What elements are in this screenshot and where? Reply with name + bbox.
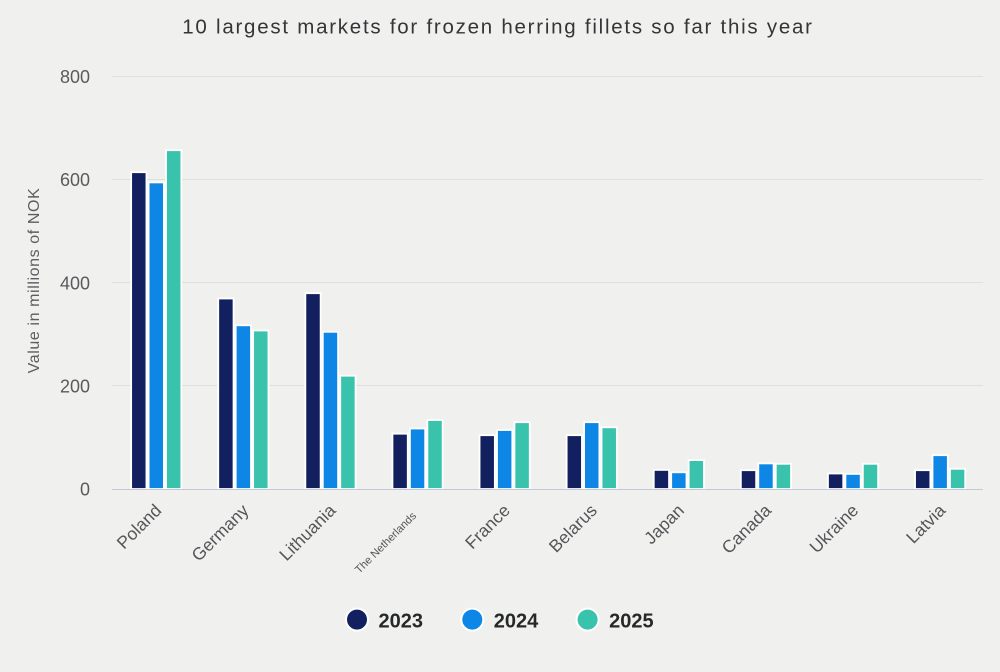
svg-text:600: 600 [60, 170, 90, 190]
svg-text:400: 400 [60, 273, 90, 293]
svg-text:800: 800 [60, 67, 90, 87]
svg-text:2023: 2023 [379, 611, 424, 633]
svg-text:200: 200 [60, 377, 90, 397]
svg-text:2024: 2024 [494, 611, 539, 633]
svg-text:Value in millions of NOK: Value in millions of NOK [26, 188, 43, 374]
svg-text:0: 0 [80, 479, 90, 499]
svg-text:2025: 2025 [609, 611, 654, 633]
svg-text:10 largest markets for frozen: 10 largest markets for frozen herring fi… [182, 16, 813, 39]
